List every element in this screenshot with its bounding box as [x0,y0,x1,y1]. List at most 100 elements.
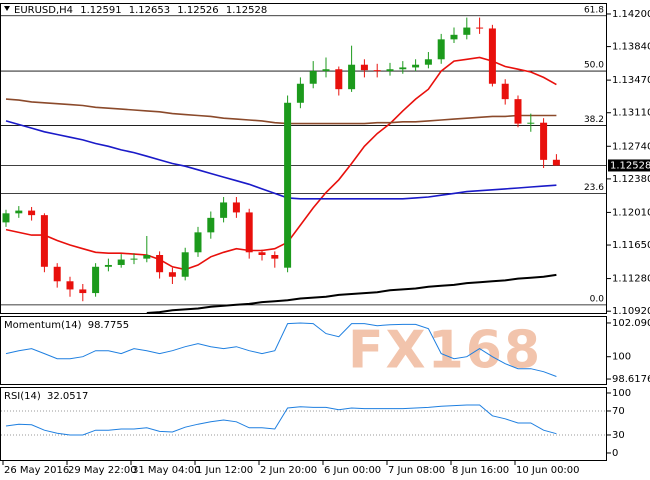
x-tick-label: 7 Jun 08:00 [388,465,445,476]
candle-body [514,99,522,124]
candle-body [322,69,330,72]
price-box [608,159,650,172]
candle-body [540,122,548,160]
y-tick-label: 98.6176 [612,374,650,385]
indicator-line [5,322,557,377]
candle-body [373,70,381,72]
y-tick-label: 1.13840 [612,42,650,53]
x-tick-label: 1 Jun 12:00 [196,465,253,476]
moving-average [5,56,557,271]
candle-body [181,252,189,277]
y-tick-label: 1.12740 [612,141,650,152]
y-tick-label: 30 [612,430,625,441]
rsi-title: RSI(14) 32.0517 [4,391,88,402]
candle-body [220,202,228,218]
high: 1.12653 [129,5,170,16]
candle-body [168,272,176,277]
watermark: FX168 [348,321,542,381]
moving-average [5,98,557,125]
fib-label: 0.0 [590,294,605,304]
candle-body [296,83,304,103]
symbol: EURUSD,H4 [14,5,73,16]
x-tick-label: 31 May 04:00 [132,465,201,476]
y-tick-label: 0 [612,448,618,459]
candle-body [2,213,10,223]
y-tick-label: 100 [612,388,631,399]
candle-body [437,39,445,60]
candle-body [501,83,509,100]
candle-body [15,210,23,214]
candle-body [53,266,61,282]
header: EURUSD,H4 1.12591 1.12653 1.12526 1.1252… [14,5,267,16]
open: 1.12591 [80,5,121,16]
candle-body [450,34,458,40]
candle-body [66,281,74,290]
candle-body [92,266,100,294]
fib-label: 50.0 [584,61,604,71]
candle-body [309,71,317,84]
fib-label: 61.8 [584,5,604,15]
y-tick-label: 1.11650 [612,240,650,251]
moving-average [146,273,557,314]
x-tick-label: 29 May 22:00 [68,465,137,476]
candle-body [463,27,471,35]
candle-body [412,64,420,68]
candle-body [284,102,292,268]
momentum-panel [0,316,607,385]
candle-body [143,255,151,259]
low: 1.12526 [177,5,218,16]
candle-body [40,215,48,267]
x-tick-label: 8 Jun 16:00 [452,465,509,476]
candle-body [207,217,215,233]
y-tick-label: 1.13470 [612,75,650,86]
y-tick-label: 102.0907 [612,318,650,329]
x-tick-label: 2 Jun 20:00 [260,465,317,476]
y-tick-label: 1.12010 [612,207,650,218]
y-tick-label: 70 [612,406,625,417]
candle-body [258,252,266,256]
x-tick-label: 10 Jun 00:00 [516,465,580,476]
candle-body [194,232,202,253]
y-tick-label: 1.14200 [612,9,650,20]
candle-body [117,259,125,265]
main-panel [0,3,607,314]
candle-body [245,212,253,253]
candle-body [79,289,87,294]
candle-body [488,28,496,84]
fib-label: 23.6 [584,183,604,193]
y-tick-label: 100 [612,352,631,363]
x-tick-label: 26 May 2016 [4,465,69,476]
candle-body [130,258,138,260]
x-tick-label: 6 Jun 00:00 [324,465,381,476]
y-tick-label: 1.12380 [612,174,650,185]
candle-body [335,69,343,90]
candle-body [156,255,164,273]
y-tick-label: 1.13110 [612,108,650,119]
candle-body [348,64,356,90]
y-tick-label: 1.10920 [612,306,650,317]
candle-body [527,122,535,124]
indicator-value: 32.0517 [47,391,88,402]
candle-body [476,27,484,29]
moving-average [5,120,557,200]
indicator-value: 98.7755 [88,320,129,331]
indicator-line [5,404,557,436]
candle-body [104,264,112,267]
candle-body [399,67,407,70]
candle-body [552,159,560,166]
candle-body [28,210,36,216]
collapse-icon [4,6,10,11]
candle-body [424,59,432,65]
indicator-name: RSI(14) [4,391,41,402]
close: 1.12528 [226,5,267,16]
candle-body [386,69,394,72]
candle-body [360,64,368,71]
y-tick-label: 1.11280 [612,274,650,285]
price-label: 1.12528 [610,160,650,171]
indicator-name: Momentum(14) [4,320,82,331]
rsi-panel [0,387,607,461]
fib-label: 38.2 [584,115,604,125]
candle-body [232,202,240,213]
